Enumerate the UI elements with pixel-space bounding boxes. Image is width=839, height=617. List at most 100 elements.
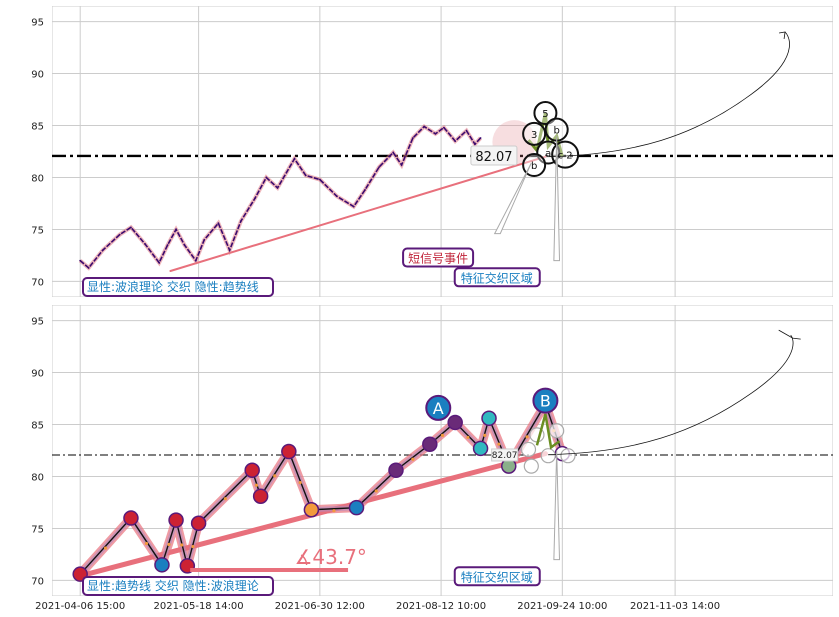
wave-pivot: [481, 410, 497, 427]
y-tick-label: 95: [31, 18, 44, 29]
signal-arrow: [493, 162, 532, 235]
x-tick-label: 2021-09-24 10:00: [517, 601, 607, 612]
zone-annotation-text: 特征交织区域: [461, 270, 533, 285]
zone-annotation-box: [453, 566, 541, 587]
wave-pivot: [154, 557, 170, 573]
price-point: [293, 157, 296, 160]
x-tick-label: 2021-08-12 10:00: [396, 601, 486, 612]
wave-pivot: [281, 443, 297, 460]
forecast-arrowhead: [778, 329, 801, 340]
price-point: [335, 195, 338, 198]
price-point: [352, 205, 355, 208]
y-tick-label: 70: [31, 576, 44, 587]
wave-tick: [144, 541, 149, 546]
zone-wave: [535, 413, 561, 450]
price-point: [101, 249, 104, 252]
legend-text: 显性:趋势线 交织 隐性:波浪理论: [87, 578, 259, 593]
price-point: [175, 228, 177, 231]
hline-label: 82.07: [475, 150, 512, 165]
price-point: [411, 137, 414, 139]
y-tick-label: 70: [31, 277, 44, 288]
wave-pivot: [472, 440, 489, 457]
signal-annotation-text: 短信号事件: [408, 252, 468, 266]
hline-label-box: [491, 448, 519, 462]
wave-pivot: [388, 462, 404, 478]
price-point: [400, 164, 403, 166]
price-point: [166, 244, 169, 246]
price-point: [217, 222, 220, 225]
price-point: [378, 166, 380, 168]
price-point: [130, 226, 132, 229]
zone-circle-small: [549, 423, 565, 439]
wave-pivot: [244, 462, 260, 478]
zone-circle-small: [520, 441, 537, 458]
zone-circle: [522, 153, 547, 178]
legend-box: [82, 576, 274, 596]
wave-tick: [180, 543, 184, 547]
wave-tick: [440, 433, 445, 437]
wave-label-circle: [532, 387, 559, 414]
wave-pivot: [422, 436, 438, 453]
zone-circle: [522, 121, 547, 146]
wave-label-text: B: [540, 392, 551, 411]
wave-tick: [298, 481, 302, 485]
y-tick-label: 85: [31, 122, 44, 133]
zone-wave: [527, 112, 564, 158]
wave-tick: [411, 457, 415, 461]
price-point: [392, 151, 395, 154]
price-point: [79, 259, 82, 262]
x-tick-label: 2021-06-30 12:00: [275, 601, 365, 612]
zone-circle-small: [560, 448, 576, 464]
x-tick-label: 2021-11-03 14:00: [630, 601, 720, 612]
zone-circle-small: [523, 458, 539, 474]
wave-tick: [374, 489, 378, 493]
price-point: [318, 178, 321, 181]
wave-pivot: [123, 510, 139, 526]
trend-line: [169, 155, 547, 273]
wave-tick: [254, 483, 259, 487]
y-tick-label: 95: [31, 317, 44, 328]
signal-annotation-box: [402, 247, 475, 268]
price-point: [118, 233, 121, 236]
wave-tick: [497, 442, 501, 446]
wave-tick: [483, 433, 487, 437]
zone-circle-label: b: [531, 161, 537, 172]
legend-text: 显性:波浪理论 交织 隐性:趋势线: [87, 279, 259, 294]
zone-circle-label: a: [545, 149, 551, 160]
price-point: [304, 174, 307, 177]
price-point: [465, 129, 468, 132]
wave-pivot: [168, 512, 184, 528]
wave-pivot: [252, 488, 269, 504]
wave-tick: [223, 497, 227, 501]
price-point: [443, 126, 445, 129]
y-tick-label: 85: [31, 421, 44, 432]
y-tick-label: 90: [31, 70, 44, 81]
wave-tick: [332, 509, 336, 513]
wave-tick: [103, 546, 108, 550]
y-tick-label: 75: [31, 225, 44, 236]
zone-circle: [533, 101, 558, 126]
zone-annotation-box: [453, 267, 541, 288]
y-tick-label: 75: [31, 524, 44, 535]
wave-pivot: [303, 501, 320, 518]
zone-annotation-text: 特征交织区域: [461, 569, 533, 584]
price-point: [194, 259, 197, 262]
x-tick-label: 2021-05-18 14:00: [154, 601, 244, 612]
price-point: [474, 143, 476, 146]
price-point: [423, 125, 426, 128]
zone-circle-label: b: [554, 126, 560, 137]
forecast-curve: [548, 31, 790, 158]
price-point: [276, 186, 279, 189]
zone-circle-small: [540, 448, 556, 464]
trend-angle-label: ∡43.7°: [294, 545, 366, 569]
y-tick-label: 80: [31, 173, 44, 184]
price-point: [144, 243, 146, 245]
price-point: [254, 197, 256, 200]
wave-tick: [466, 435, 470, 440]
x-tick-label: 2021-04-06 15:00: [35, 601, 125, 612]
wave-tick: [191, 544, 195, 549]
legend-box: [82, 277, 274, 297]
y-tick-label: 80: [31, 472, 44, 483]
